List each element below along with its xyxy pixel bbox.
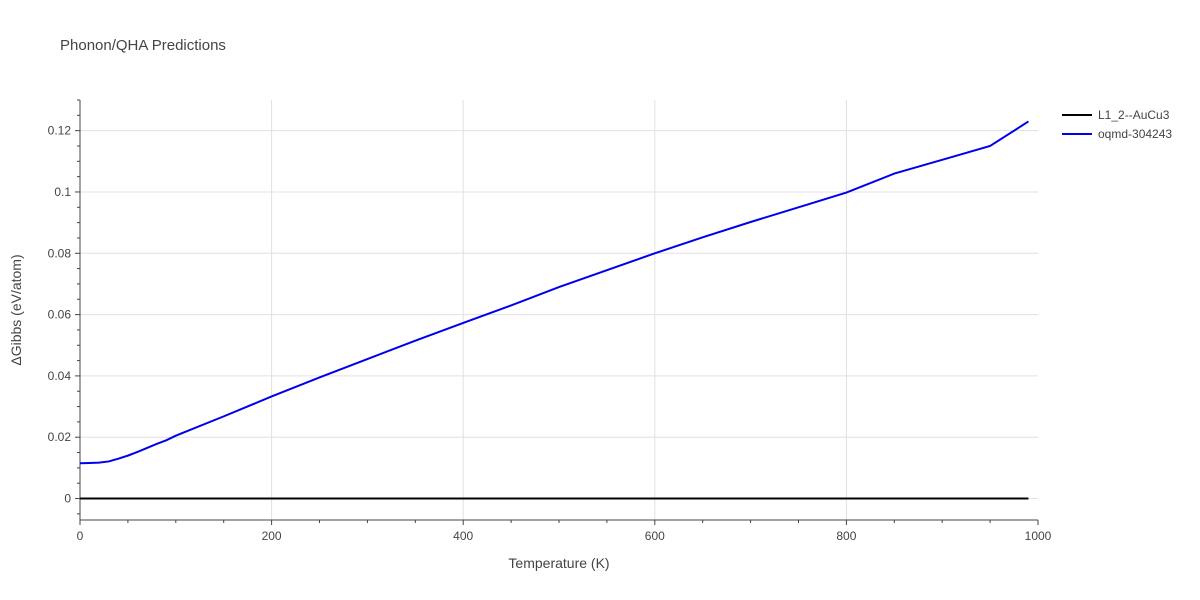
y-axis-title: ΔGibbs (eV/atom) <box>8 254 24 365</box>
y-tick-label: 0.08 <box>48 246 72 260</box>
series-line-2 <box>79 120 1029 465</box>
y-tick-label: 0.02 <box>48 430 72 444</box>
x-tick-label: 400 <box>453 529 473 543</box>
axes: 0 200 400 600 800 1000 0 0.02 0.04 0.06 0.08 0.1 0.1… <box>48 99 1052 543</box>
series-lines <box>79 120 1029 500</box>
legend-label[interactable]: oqmd-304243 <box>1098 127 1172 141</box>
x-tick-label: 800 <box>836 529 856 543</box>
y-tick-label: 0.04 <box>48 369 72 383</box>
x-tick-label: 0 <box>77 529 84 543</box>
grid-lines <box>80 100 1038 520</box>
y-tick-label: 0.1 <box>54 185 71 199</box>
x-tick-label: 1000 <box>1025 529 1052 543</box>
y-tick-label: 0.12 <box>48 124 72 138</box>
x-axis-title: Temperature (K) <box>508 555 609 571</box>
chart-title: Phonon/QHA Predictions <box>60 37 226 54</box>
x-tick-label: 200 <box>262 529 282 543</box>
y-tick-label: 0.06 <box>48 308 72 322</box>
y-tick-label: 0 <box>64 492 71 506</box>
x-tick-label: 600 <box>645 529 665 543</box>
legend-label[interactable]: L1_2--AuCu3 <box>1098 108 1170 122</box>
legend[interactable]: L1_2--AuCu3 oqmd-304243 <box>1062 108 1172 141</box>
